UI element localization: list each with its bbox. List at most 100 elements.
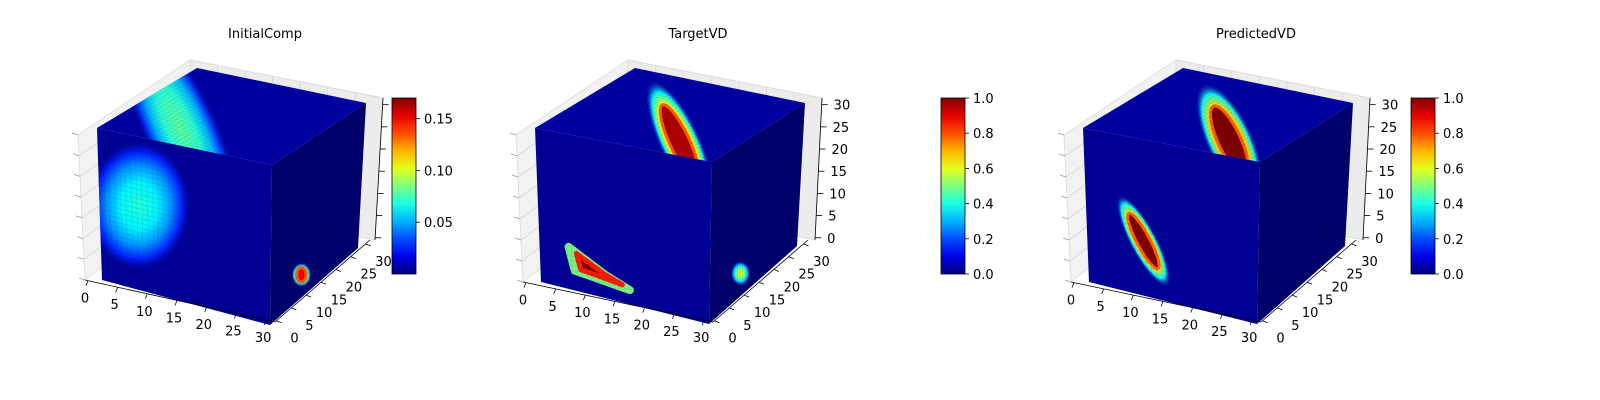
colorbar xyxy=(1410,97,1436,275)
voxel-gridline xyxy=(271,120,366,186)
voxel-gridline xyxy=(1254,101,1348,162)
x-tick xyxy=(263,319,267,326)
voxel-gridline xyxy=(271,111,366,176)
voxel-gridline xyxy=(666,153,669,314)
voxel-gridline xyxy=(200,88,298,151)
voxel-gridline xyxy=(1257,201,1348,274)
voxel-gridline xyxy=(189,147,192,304)
voxel-gridline xyxy=(1176,86,1274,147)
colorbar-tick-label: 0.6 xyxy=(1443,162,1464,177)
voxel-gridline xyxy=(1126,101,1301,137)
y-tick xyxy=(803,243,809,247)
voxel-gridline xyxy=(1259,160,1264,322)
voxel-gridline xyxy=(1262,158,1267,320)
z-tick-label: 25 xyxy=(833,121,850,136)
voxel-gridline xyxy=(1138,78,1237,139)
voxel-gridline xyxy=(578,136,584,293)
colorbar-tick-label: 0.0 xyxy=(973,268,994,283)
voxel-gridline xyxy=(671,154,674,315)
voxel-gridline xyxy=(537,180,712,218)
z-tick-label: 0 xyxy=(1375,232,1383,247)
voxel-gridline xyxy=(562,133,568,289)
voxel-gridline xyxy=(167,143,171,299)
voxel-gridline xyxy=(1095,120,1272,155)
z-tick-label: 20 xyxy=(831,143,848,158)
z-tick xyxy=(1059,174,1067,178)
voxel-gridline xyxy=(733,145,739,303)
y-tick-label: 15 xyxy=(769,293,786,308)
voxel-gridline xyxy=(710,156,803,223)
voxel-gridline xyxy=(354,104,364,251)
voxel-gridline xyxy=(184,75,355,112)
voxel-gridline xyxy=(793,104,803,249)
voxel-gridline xyxy=(1193,89,1290,150)
x-axis-line xyxy=(84,279,276,323)
x-tick xyxy=(701,319,705,326)
y-tick-label: 30 xyxy=(813,255,830,270)
voxel-gridline xyxy=(1176,146,1179,305)
voxel-gridline xyxy=(788,108,797,254)
voxel-gridline xyxy=(1093,69,1194,131)
voxel-gridline xyxy=(1123,103,1298,139)
voxel-gridline xyxy=(100,232,271,276)
voxel-gridline xyxy=(547,120,724,155)
voxel-gridline xyxy=(1154,141,1158,300)
voxel-gridline xyxy=(749,134,756,288)
voxel-gridline xyxy=(563,110,739,146)
y-tick xyxy=(744,294,750,298)
colorbar-tick-label: 0.0 xyxy=(1443,268,1464,283)
voxel-gridline xyxy=(156,79,256,141)
voxel-gridline xyxy=(539,243,710,284)
voxel-gridline xyxy=(129,74,229,136)
z-tick xyxy=(76,236,84,239)
voxel-gridline xyxy=(324,126,332,277)
voxel-gridline xyxy=(151,78,250,140)
voxel-gridline xyxy=(297,145,302,301)
voxel-gridline xyxy=(791,106,800,251)
z-tick-label: 20 xyxy=(1379,143,1396,158)
voxel-gridline xyxy=(173,83,272,145)
feature-core xyxy=(573,250,625,288)
voxel-gridline xyxy=(1297,134,1304,288)
y-tick xyxy=(1277,307,1283,311)
voxel-gridline xyxy=(692,158,696,321)
y-tick-label: 10 xyxy=(1302,306,1319,321)
voxel-gridline xyxy=(1230,156,1233,318)
y-tick xyxy=(1262,320,1268,324)
voxel-gridline xyxy=(1083,151,1260,188)
x-tick-label: 5 xyxy=(1097,300,1105,315)
voxel-gridline xyxy=(645,89,742,150)
voxel-gridline xyxy=(539,257,710,299)
z-tick xyxy=(515,258,523,262)
x-tick xyxy=(553,288,557,295)
y-tick xyxy=(335,269,342,272)
colorbar-tick-label: 0.2 xyxy=(973,233,994,248)
colorbar-tick-label: 1.0 xyxy=(973,92,994,107)
voxel-gridline xyxy=(1154,81,1253,143)
voxel-gridline xyxy=(1142,92,1316,128)
voxel-gridline xyxy=(584,137,589,294)
voxel-gridline xyxy=(625,73,797,109)
voxel-gridline xyxy=(535,142,712,178)
voxel-gridline xyxy=(540,276,710,320)
voxel-gridline xyxy=(538,214,711,254)
voxel-gridline xyxy=(581,99,756,135)
voxel-gridline xyxy=(1336,108,1345,254)
voxel-gridline xyxy=(573,135,579,292)
voxel-gridline xyxy=(541,123,718,159)
y-tick-label: 25 xyxy=(798,268,815,283)
voxel-gridline xyxy=(1204,91,1301,152)
voxel-gridline xyxy=(121,112,296,150)
voxel-gridline xyxy=(597,90,771,126)
x-tick-label: 25 xyxy=(663,325,680,340)
voxel-gridline xyxy=(556,114,733,150)
voxel-gridline xyxy=(539,233,711,274)
voxel-gridline xyxy=(270,184,362,256)
voxel-gridline xyxy=(270,206,361,281)
voxel-gridline xyxy=(1182,87,1279,148)
voxel-gridline xyxy=(673,95,768,155)
voxel-gridline xyxy=(146,77,245,139)
voxel-gridline xyxy=(1099,131,1106,286)
feature-core xyxy=(1126,211,1161,271)
voxel-gridline xyxy=(612,142,615,301)
